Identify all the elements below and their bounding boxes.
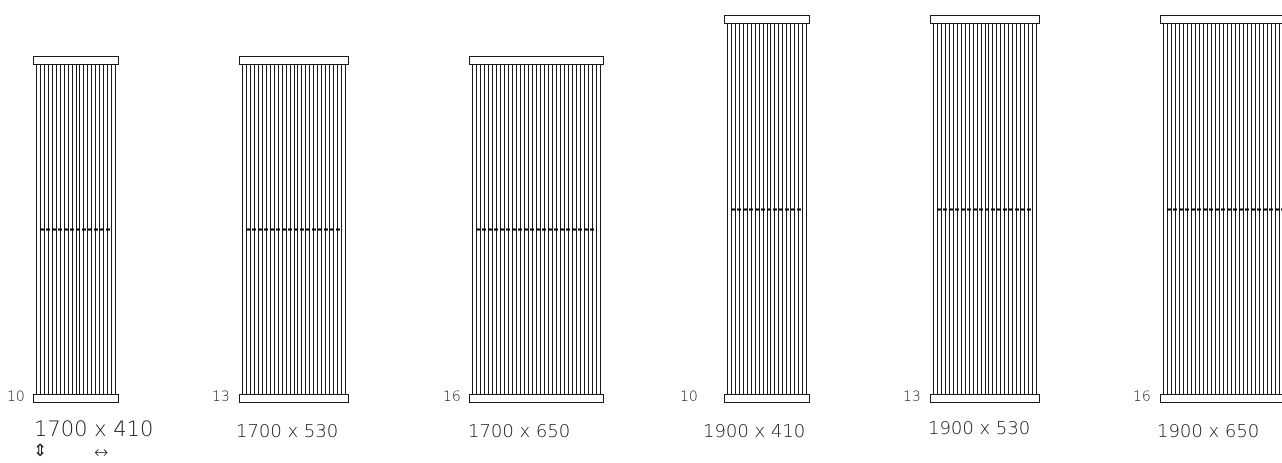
radiator-bottom-cap — [1161, 395, 1282, 403]
radiator-bottom-cap — [725, 395, 810, 403]
vertical-arrow-icon: ⇕ — [33, 443, 47, 460]
radiator-top-cap — [931, 16, 1040, 24]
radiator-top-cap — [1161, 16, 1282, 24]
radiator-5-column-count: 13 — [903, 389, 921, 405]
radiator-top-cap — [725, 16, 810, 24]
radiator-2-size-label: 1700 x 530 — [236, 421, 338, 442]
radiator-3-size-label: 1700 x 650 — [468, 421, 570, 442]
radiator-bottom-cap — [470, 395, 604, 403]
radiator-bottom-cap — [240, 395, 349, 403]
radiator-4-column-count: 10 — [680, 389, 698, 405]
radiator-4 — [725, 16, 810, 403]
radiator-3 — [470, 57, 604, 403]
radiator-1-size-label: 1700 x 410 — [34, 417, 153, 441]
radiator-top-cap — [240, 57, 349, 65]
radiator-bottom-cap — [931, 395, 1040, 403]
radiator-bottom-cap — [34, 395, 119, 403]
radiator-6-column-count: 16 — [1133, 389, 1151, 405]
radiator-1 — [34, 57, 119, 403]
radiator-4-size-label: 1900 x 410 — [703, 421, 805, 442]
radiator-2 — [240, 57, 349, 403]
horizontal-arrow-icon: ↔ — [94, 445, 108, 462]
radiator-5 — [931, 16, 1040, 403]
radiator-6-size-label: 1900 x 650 — [1157, 421, 1259, 442]
radiator-top-cap — [470, 57, 604, 65]
radiator-1-column-count: 10 — [7, 389, 25, 405]
radiator-6 — [1161, 16, 1282, 403]
radiator-3-column-count: 16 — [443, 389, 461, 405]
radiator-2-column-count: 13 — [212, 389, 230, 405]
radiator-top-cap — [34, 57, 119, 65]
radiator-5-size-label: 1900 x 530 — [928, 418, 1030, 439]
